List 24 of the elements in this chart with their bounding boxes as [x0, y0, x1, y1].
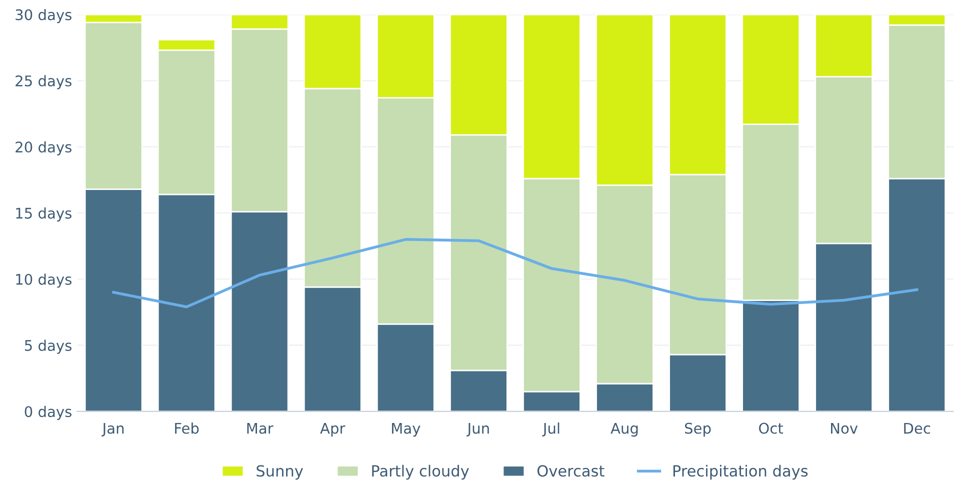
x-tick-label: Dec: [904, 422, 930, 434]
x-tick-label: Nov: [831, 422, 858, 434]
legend-label: Precipitation days: [673, 464, 808, 480]
x-tick-label: Aug: [610, 422, 638, 437]
x-tick-label: May: [392, 422, 420, 437]
y-tick-label: 30 days: [16, 8, 72, 24]
x-tick-label: Feb: [175, 422, 199, 434]
x-tick-label: Sep: [684, 422, 711, 437]
y-tick-label: 5 days: [24, 340, 72, 354]
y-tick-label: 20 days: [16, 141, 72, 156]
x-tick-label: Jun: [466, 422, 489, 437]
legend-label: Partly cloudy: [372, 464, 469, 480]
y-tick-label: 0 days: [24, 406, 72, 420]
x-tick-label: Jul: [542, 422, 560, 437]
x-tick-label: Jan: [102, 422, 124, 437]
line-series: [112, 238, 918, 308]
y-tick-label: 25 days: [16, 75, 72, 90]
legend-label: Overcast: [537, 465, 604, 477]
y-tick-label: 15 days: [16, 207, 72, 222]
x-tick-label: Oct: [759, 422, 784, 434]
x-tick-label: Mar: [247, 422, 274, 434]
y-tick-label: 10 days: [16, 274, 72, 288]
legend-label: Sunny: [256, 465, 303, 480]
x-tick-label: Apr: [320, 422, 346, 437]
